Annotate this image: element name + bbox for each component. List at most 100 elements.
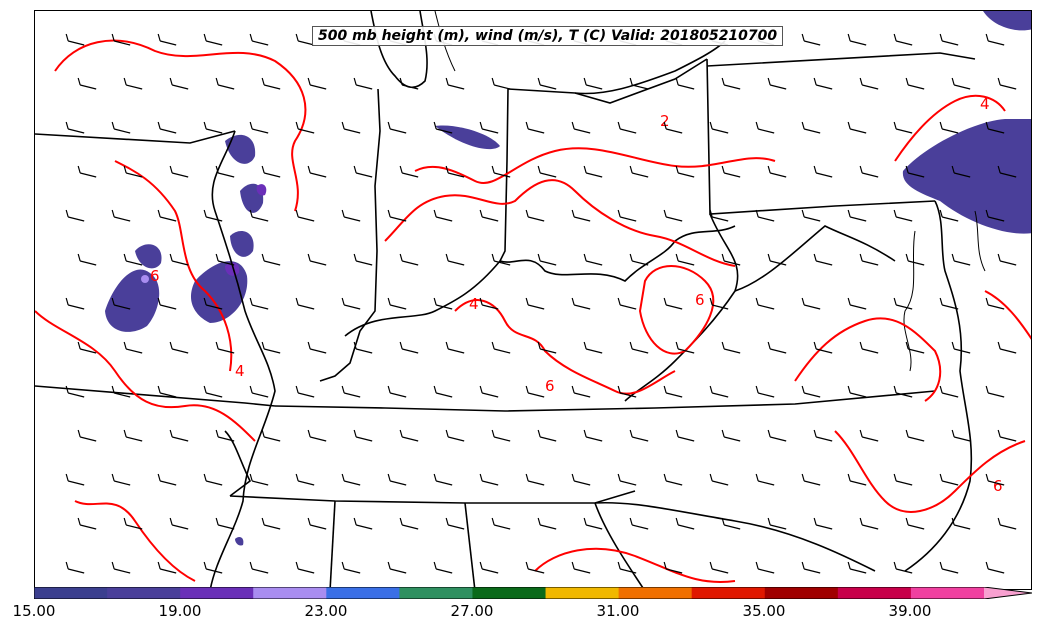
wind-barb bbox=[755, 121, 775, 134]
wind-barb bbox=[341, 473, 361, 486]
wind-barb bbox=[157, 297, 177, 310]
wind-barb bbox=[433, 561, 453, 574]
wind-barb bbox=[997, 253, 1017, 266]
wind-barb bbox=[617, 209, 637, 222]
wind-barb bbox=[893, 121, 913, 134]
wind-barb bbox=[479, 473, 499, 486]
wind-barb bbox=[433, 473, 453, 486]
wind-barb bbox=[249, 297, 269, 310]
boundary-tennessee-north bbox=[274, 390, 936, 412]
wind-barb bbox=[951, 341, 971, 354]
wind-barb bbox=[893, 297, 913, 310]
wind-barb bbox=[985, 561, 1005, 574]
wind-barb bbox=[215, 341, 235, 354]
wind-barb bbox=[353, 517, 373, 530]
contour-label: 6 bbox=[993, 477, 1003, 495]
wind-barb bbox=[997, 429, 1017, 442]
boundary-nc-sc bbox=[594, 501, 876, 572]
wind-barb bbox=[939, 209, 959, 222]
coast-delaware bbox=[974, 210, 986, 272]
contour-6-west-virginia bbox=[638, 265, 715, 355]
wind-barb bbox=[709, 297, 729, 310]
wind-barb bbox=[123, 77, 143, 90]
wind-barb bbox=[675, 517, 695, 530]
wind-barb bbox=[157, 561, 177, 574]
wind-barb bbox=[261, 341, 281, 354]
wind-barb bbox=[663, 297, 683, 310]
wind-barb bbox=[801, 473, 821, 486]
wind-barb bbox=[479, 209, 499, 222]
wind-barb bbox=[249, 209, 269, 222]
wind-barb bbox=[571, 561, 591, 574]
wind-barb bbox=[629, 429, 649, 442]
wind-barb bbox=[249, 561, 269, 574]
wind-barb bbox=[859, 253, 879, 266]
wind-barb bbox=[525, 385, 545, 398]
boundary-ohio-north bbox=[507, 58, 708, 104]
wind-barb bbox=[721, 77, 741, 90]
wind-barb bbox=[341, 121, 361, 134]
wind-barb bbox=[261, 165, 281, 178]
wind-barb bbox=[307, 341, 327, 354]
wind-barb bbox=[985, 121, 1005, 134]
shading-patch-illinois-west bbox=[105, 269, 160, 332]
wind-barb bbox=[859, 77, 879, 90]
wind-barb bbox=[123, 253, 143, 266]
wind-barb bbox=[77, 77, 97, 90]
wind-barb bbox=[525, 561, 545, 574]
wind-barb bbox=[537, 429, 557, 442]
wind-barb bbox=[491, 429, 511, 442]
wind-barb bbox=[353, 341, 373, 354]
wind-barb bbox=[951, 253, 971, 266]
wind-barb bbox=[755, 297, 775, 310]
wind-barb bbox=[583, 341, 603, 354]
shading-patch-inner3 bbox=[141, 275, 149, 283]
wind-barb bbox=[847, 473, 867, 486]
boundary-lake-erie bbox=[574, 40, 726, 95]
wind-barb bbox=[721, 429, 741, 442]
wind-barb bbox=[629, 341, 649, 354]
wind-barb bbox=[203, 297, 223, 310]
wind-barb bbox=[537, 341, 557, 354]
boundary-atlantic-coast bbox=[904, 200, 973, 572]
wind-barb bbox=[249, 33, 269, 46]
wind-barb bbox=[169, 341, 189, 354]
wind-barb bbox=[939, 33, 959, 46]
boundary-virginia-north bbox=[734, 225, 896, 292]
boundary-indiana-ohio bbox=[499, 88, 509, 262]
wind-barb bbox=[709, 473, 729, 486]
wind-barb bbox=[399, 77, 419, 90]
wind-barb bbox=[617, 121, 637, 134]
wind-barb bbox=[341, 561, 361, 574]
contour-label: 6 bbox=[695, 291, 705, 309]
wind-barb bbox=[111, 33, 131, 46]
wind-barb bbox=[307, 517, 327, 530]
wind-barb bbox=[65, 297, 85, 310]
colorbar-segment bbox=[107, 587, 181, 599]
wind-barb bbox=[65, 121, 85, 134]
contour-west bbox=[35, 310, 256, 442]
wind-barb bbox=[433, 209, 453, 222]
wind-barb bbox=[261, 77, 281, 90]
wind-barb bbox=[859, 165, 879, 178]
wind-barb bbox=[905, 77, 925, 90]
wind-barb bbox=[813, 77, 833, 90]
shading-patch-illinois-north3 bbox=[230, 231, 254, 257]
temperature-shading bbox=[105, 11, 1031, 546]
wind-barb bbox=[249, 473, 269, 486]
wind-barb bbox=[905, 429, 925, 442]
wind-barb bbox=[215, 77, 235, 90]
colorbar-segment bbox=[399, 587, 473, 599]
wind-barb bbox=[157, 121, 177, 134]
colorbar-segment bbox=[253, 587, 327, 599]
wind-barb bbox=[721, 341, 741, 354]
wind-barb bbox=[111, 209, 131, 222]
wind-barb bbox=[169, 253, 189, 266]
colorbar-tick-label: 23.00 bbox=[304, 602, 348, 620]
boundary-lake-michigan bbox=[370, 11, 428, 89]
wind-barb bbox=[491, 517, 511, 530]
wind-barb bbox=[77, 341, 97, 354]
wind-barb bbox=[801, 121, 821, 134]
wind-barb bbox=[123, 517, 143, 530]
wind-barb bbox=[801, 385, 821, 398]
